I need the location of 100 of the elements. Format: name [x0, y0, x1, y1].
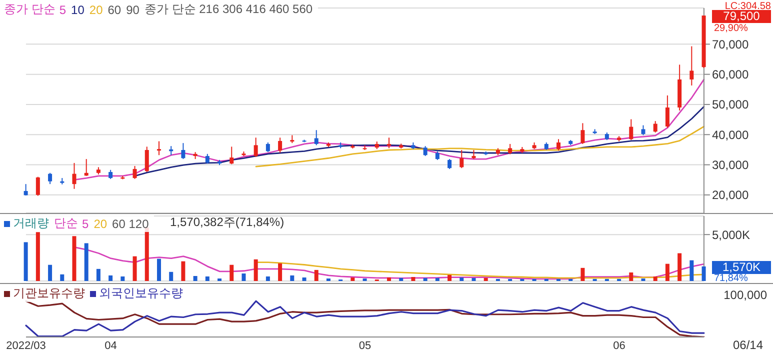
- candlestick: [448, 158, 452, 170]
- candlestick: [387, 137, 392, 149]
- y-tick-label: 60,000: [712, 68, 749, 82]
- legend-label: 기관보유수량: [12, 285, 85, 302]
- bar: [36, 232, 40, 281]
- annotation: 90: [126, 2, 140, 16]
- bar: [362, 278, 367, 281]
- bar: [472, 278, 476, 281]
- candlestick: [266, 142, 270, 153]
- x-tick-label: 06: [613, 340, 626, 352]
- y-tick-label: 70,000: [712, 37, 749, 52]
- bar: [702, 266, 706, 281]
- x-tick-label: 2022/03: [6, 340, 46, 352]
- bar: [24, 242, 28, 281]
- bar: [484, 278, 488, 281]
- bar: [448, 274, 452, 281]
- bar: [254, 259, 258, 281]
- candlestick: [156, 140, 161, 156]
- bar: [629, 272, 634, 281]
- candlestick: [460, 149, 464, 169]
- candlestick: [72, 162, 76, 190]
- y-tick-label: 20,000: [712, 188, 749, 202]
- bar: [411, 277, 416, 281]
- candlestick: [36, 176, 40, 196]
- bar: [387, 277, 392, 281]
- bar: [314, 270, 318, 281]
- bar: [72, 236, 76, 281]
- text: LC:304.58: [724, 0, 771, 12]
- text: 20: [94, 216, 108, 230]
- line-series: [255, 126, 705, 168]
- bar: [193, 276, 198, 281]
- text: 5: [59, 2, 66, 16]
- text: 06/14: [732, 338, 763, 352]
- bar: [435, 278, 440, 281]
- bar: [460, 277, 464, 281]
- candlestick: [629, 118, 634, 141]
- annotation: 60: [108, 2, 122, 16]
- bar: [580, 268, 585, 281]
- candlestick: [230, 146, 234, 165]
- bar: [278, 263, 282, 281]
- candlestick: [278, 137, 282, 154]
- legend-label: 거래량: [12, 215, 49, 232]
- bar: [302, 277, 306, 281]
- candlestick: [423, 146, 428, 157]
- candlestick: [653, 120, 658, 134]
- bar: [48, 264, 52, 281]
- candlestick: [472, 149, 476, 160]
- y-tick-label: 50,000: [712, 98, 749, 112]
- candlestick: [665, 94, 670, 128]
- legend-title: 단순: [54, 215, 78, 232]
- candlestick: [24, 184, 28, 196]
- bar: [60, 274, 64, 281]
- text: 100,000: [724, 288, 767, 302]
- text: 20: [89, 2, 103, 16]
- bar: [96, 268, 100, 281]
- bar: [653, 276, 658, 281]
- y-tick-label: 30,000: [712, 158, 749, 172]
- text: 1,570K: [712, 260, 771, 274]
- bar: [156, 258, 161, 281]
- series-label: 5: [82, 216, 89, 230]
- legend-title: 종가 단순: [4, 1, 56, 18]
- y-tick-label: 5,000K: [712, 228, 750, 242]
- candlestick: [48, 172, 52, 185]
- x-tick-label: 05: [358, 340, 372, 352]
- candlestick: [132, 165, 137, 180]
- bar: [350, 277, 355, 281]
- candlestick: [205, 153, 210, 164]
- annotation: 60 120: [112, 216, 149, 230]
- candlestick: [181, 142, 186, 160]
- bar: [326, 278, 330, 281]
- bar: [290, 275, 294, 281]
- text: 10: [71, 2, 84, 16]
- candlestick: [508, 143, 512, 155]
- bar: [678, 253, 682, 281]
- bar: [132, 256, 137, 281]
- candlestick: [641, 124, 646, 136]
- annotation: 1,570,382주(71,84%): [170, 215, 284, 229]
- text: 71,84%: [714, 273, 748, 284]
- x-tick-label: 04: [104, 340, 117, 352]
- bar: [84, 243, 88, 281]
- y-tick-label: 40,000: [712, 128, 749, 142]
- bar: [169, 272, 174, 281]
- bar: [665, 264, 670, 281]
- text: 29,90%: [714, 22, 748, 34]
- candlestick: [556, 138, 560, 152]
- candlestick: [108, 169, 113, 180]
- bar: [120, 276, 125, 281]
- line-series: [134, 106, 705, 177]
- bar: [218, 278, 222, 281]
- bar: [108, 275, 113, 281]
- bar: [266, 276, 270, 281]
- text: 79,500: [712, 9, 771, 24]
- candlestick: [254, 137, 258, 158]
- candlestick: [84, 158, 88, 176]
- bar: [242, 273, 246, 281]
- legend-label: 외국인보유수량: [98, 285, 183, 302]
- bar: [423, 278, 428, 281]
- candlestick: [690, 46, 694, 86]
- candlestick: [580, 122, 585, 144]
- candlestick: [144, 146, 149, 172]
